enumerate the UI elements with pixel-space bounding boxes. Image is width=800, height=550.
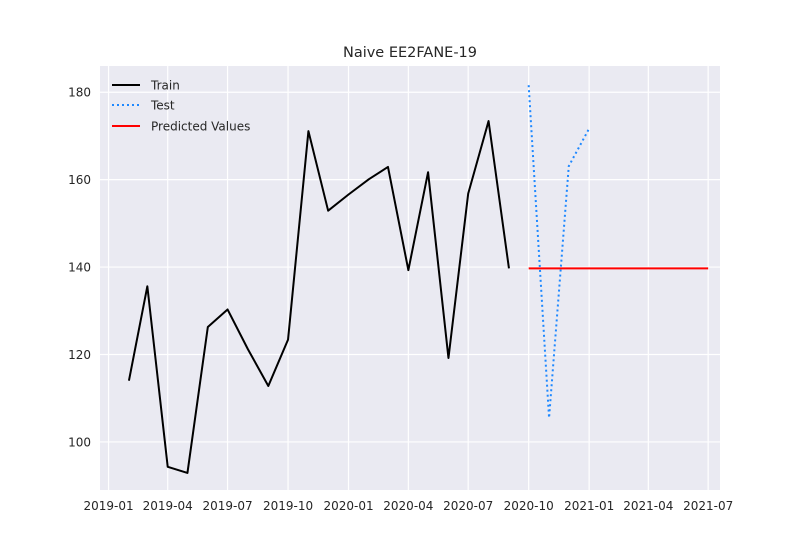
x-tick-label: 2019-07 (202, 499, 252, 513)
tick-labels: 2019-01 2019-04 2019-07 2019-10 2020-01 2020-… (68, 86, 733, 513)
x-tick-label: 2021-07 (683, 499, 733, 513)
legend-label-test: Test (150, 99, 175, 113)
y-tick-label: 100 (68, 435, 91, 449)
y-tick-label: 180 (68, 86, 91, 100)
legend: Train Test Predicted Values (112, 79, 250, 134)
x-tick-label: 2021-04 (623, 499, 673, 513)
x-tick-label: 2020-01 (323, 499, 373, 513)
legend-label-predicted: Predicted Values (151, 120, 250, 134)
legend-label-train: Train (150, 79, 180, 93)
x-tick-label: 2020-07 (443, 499, 493, 513)
plot-background (100, 66, 720, 490)
y-tick-label: 140 (68, 261, 91, 275)
x-tick-label: 2020-04 (383, 499, 433, 513)
x-tick-label: 2019-04 (143, 499, 193, 513)
x-tick-label: 2019-10 (263, 499, 313, 513)
series-line-test (527, 85, 591, 419)
chart-title: Naive EE2FANE-19 (343, 45, 477, 61)
x-tick-label: 2021-01 (564, 499, 614, 513)
y-tick-label: 120 (68, 348, 91, 362)
series-line-train (127, 120, 510, 474)
x-tick-label: 2019-01 (83, 499, 133, 513)
x-tick-label: 2020-10 (504, 499, 554, 513)
grid (100, 66, 720, 490)
y-tick-label: 160 (68, 173, 91, 187)
series-layer (127, 85, 709, 474)
